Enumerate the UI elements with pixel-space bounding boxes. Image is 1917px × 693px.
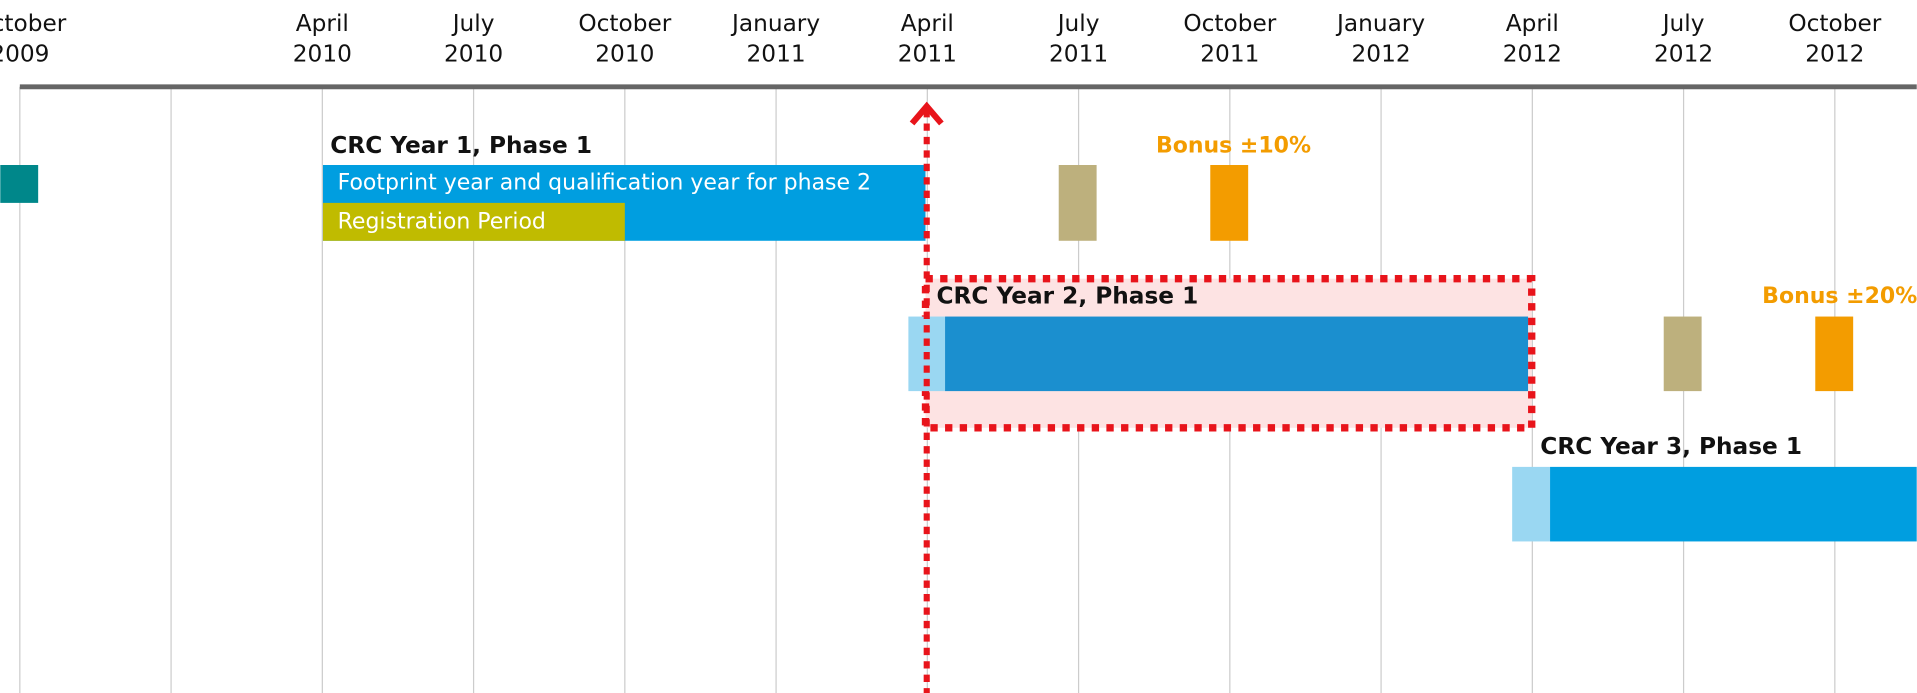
axis-year: 2011 xyxy=(747,41,806,68)
axis-month: October xyxy=(1788,10,1881,37)
axis-year: 2010 xyxy=(595,41,654,68)
axis-year: 2011 xyxy=(1200,41,1259,68)
block xyxy=(1663,316,1702,392)
bar xyxy=(1550,466,1917,542)
bar-label: Registration Period xyxy=(338,209,546,234)
axis-month: April xyxy=(1506,10,1559,37)
axis-month: July xyxy=(451,10,495,37)
axis-month: October xyxy=(578,10,671,37)
phase-title: CRC Year 1, Phase 1 xyxy=(330,132,592,159)
axis-year: 2009 xyxy=(0,41,49,68)
axis-month: July xyxy=(1056,10,1100,37)
bar-label: Footprint year and qualification year fo… xyxy=(338,170,871,195)
block xyxy=(0,165,39,203)
axis-month: April xyxy=(901,10,954,37)
phase-title: CRC Year 2, Phase 1 xyxy=(937,283,1199,310)
axis-month: October xyxy=(1183,10,1276,37)
block xyxy=(1058,165,1097,241)
axis-year: 2012 xyxy=(1654,41,1713,68)
block xyxy=(1210,165,1249,241)
block xyxy=(1815,316,1854,392)
bar xyxy=(1512,466,1551,542)
axis-year: 2011 xyxy=(898,41,957,68)
axis-labels: October 2009 April 2010 July 2010 October 2010 J… xyxy=(0,10,1882,68)
axis-year: 2010 xyxy=(293,41,352,68)
axis-year: 2010 xyxy=(444,41,503,68)
bar xyxy=(945,316,1529,392)
axis-month: October xyxy=(0,10,67,37)
bonus-label: Bonus ±20% xyxy=(1762,284,1917,309)
axis-year: 2012 xyxy=(1503,41,1562,68)
axis-month: July xyxy=(1661,10,1705,37)
bar xyxy=(322,202,625,241)
axis-year: 2012 xyxy=(1352,41,1411,68)
axis-month: April xyxy=(296,10,349,37)
axis-year: 2011 xyxy=(1049,41,1108,68)
axis-month: January xyxy=(730,10,820,37)
bonus-label: Bonus ±10% xyxy=(1156,134,1311,159)
phase-title: CRC Year 3, Phase 1 xyxy=(1540,433,1802,460)
axis-year: 2012 xyxy=(1805,41,1864,68)
axis-month: January xyxy=(1335,10,1425,37)
now-arrow xyxy=(909,101,944,126)
